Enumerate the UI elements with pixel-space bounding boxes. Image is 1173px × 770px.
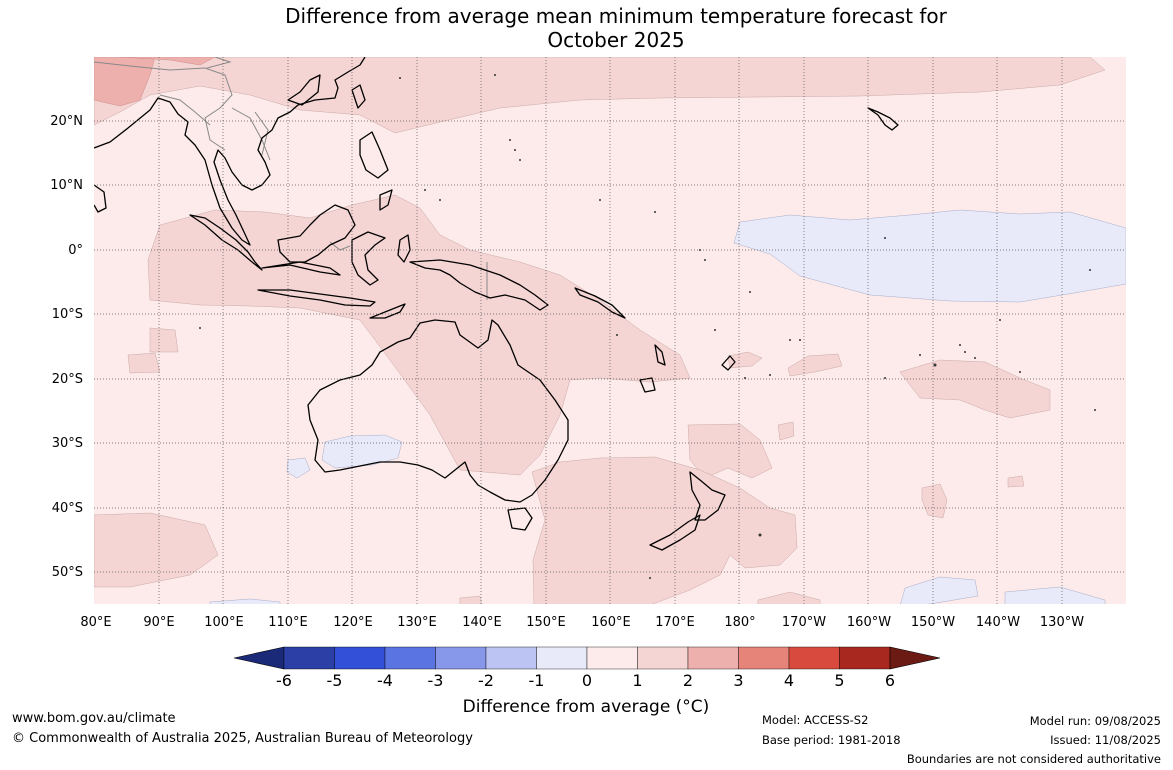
forecast-map: 20°N 10°N 0° 10°S 20°S 30°S 40°S 50°S 80… xyxy=(50,57,1126,630)
footer-model: Model: ACCESS-S2 xyxy=(762,713,869,727)
colorbar-tick-label: 1 xyxy=(632,671,642,690)
lat-label-10s: 10°S xyxy=(52,307,83,322)
colorbar-tick-label: -1 xyxy=(529,671,545,690)
colorbar-tick-label: -2 xyxy=(478,671,494,690)
lon-label-120e: 120°E xyxy=(333,615,373,630)
footer-url[interactable]: www.bom.gov.au/climate xyxy=(12,711,176,726)
lat-label-30s: 30°S xyxy=(52,436,83,451)
colorbar-arrow-high xyxy=(889,646,941,670)
colorbar-segment xyxy=(839,646,891,670)
colorbar-segment xyxy=(637,646,689,670)
lon-label-160w: 160°W xyxy=(847,615,891,630)
chart-title: Difference from average mean minimum tem… xyxy=(0,4,1173,52)
lon-label-100e: 100°E xyxy=(204,615,244,630)
colorbar-segment xyxy=(738,646,790,670)
colorbar-segment xyxy=(485,646,537,670)
anomaly-regions-2-to-3 xyxy=(94,57,216,107)
colorbar-tick-label: 6 xyxy=(885,671,895,690)
anomaly-regions-0-to-minus-1 xyxy=(209,209,1126,604)
lon-label-160e: 160°E xyxy=(591,615,631,630)
lon-label-140e: 140°E xyxy=(462,615,502,630)
gridlines xyxy=(94,57,1126,604)
lat-label-10n: 10°N xyxy=(50,178,83,193)
footer-issued: Issued: 11/08/2025 xyxy=(1050,733,1161,747)
colorbar-tick-label: -5 xyxy=(327,671,343,690)
colorbar-segment xyxy=(536,646,588,670)
footer-disclaimer: Boundaries are not considered authoritat… xyxy=(906,752,1161,766)
lat-label-50s: 50°S xyxy=(52,565,83,580)
colorbar-segment xyxy=(384,646,436,670)
lon-label-130w: 130°W xyxy=(1040,615,1084,630)
lon-label-180: 180° xyxy=(724,615,755,630)
colorbar-tick-labels: -6 -5 -4 -3 -2 -1 0 1 2 3 4 5 6 xyxy=(276,671,895,690)
lat-label-20n: 20°N xyxy=(50,114,83,129)
colorbar-tick-label: 2 xyxy=(683,671,693,690)
colorbar-tick-label: 3 xyxy=(733,671,743,690)
longitude-labels: 80°E 90°E 100°E 110°E 120°E 130°E 140°E … xyxy=(80,615,1084,630)
colorbar-tick-label: 5 xyxy=(834,671,844,690)
title-line-1: Difference from average mean minimum tem… xyxy=(285,4,947,28)
colorbar-arrow-low xyxy=(233,646,285,670)
footer-copyright: © Commonwealth of Australia 2025, Austra… xyxy=(12,731,473,746)
footer-base-period: Base period: 1981-2018 xyxy=(762,733,901,747)
small-islands xyxy=(199,74,1096,579)
lon-label-150w: 150°W xyxy=(911,615,955,630)
lon-label-140w: 140°W xyxy=(976,615,1020,630)
lat-label-40s: 40°S xyxy=(52,501,83,516)
footer-model-run: Model run: 09/08/2025 xyxy=(1029,714,1161,728)
colorbar-segment xyxy=(788,646,840,670)
lon-label-170e: 170°E xyxy=(655,615,695,630)
lon-label-150e: 150°E xyxy=(526,615,566,630)
colorbar-tick-label: -4 xyxy=(377,671,393,690)
title-line-2: October 2025 xyxy=(547,28,685,52)
latitude-labels: 20°N 10°N 0° 10°S 20°S 30°S 40°S 50°S xyxy=(50,114,83,580)
lat-label-0: 0° xyxy=(68,243,83,258)
lon-label-90e: 90°E xyxy=(143,615,174,630)
lon-label-130e: 130°E xyxy=(397,615,437,630)
lon-label-80e: 80°E xyxy=(80,615,111,630)
colorbar-tick-label: 4 xyxy=(784,671,794,690)
colorbar-tick-label: 0 xyxy=(582,671,592,690)
lat-label-20s: 20°S xyxy=(52,372,83,387)
colorbar-tick-label: -6 xyxy=(276,671,292,690)
colorbar-segment xyxy=(586,646,638,670)
colorbar-tick-label: -3 xyxy=(428,671,444,690)
colorbar-segment xyxy=(687,646,739,670)
colorbar-label: Difference from average (°C) xyxy=(462,697,710,717)
colorbar-segment xyxy=(334,646,386,670)
coastlines xyxy=(94,57,899,551)
colorbar-segment xyxy=(435,646,487,670)
lon-label-170w: 170°W xyxy=(782,615,826,630)
lon-label-110e: 110°E xyxy=(268,615,308,630)
colorbar-segment xyxy=(283,646,335,670)
colorbar: -6 -5 -4 -3 -2 -1 0 1 2 3 4 5 6 xyxy=(233,646,941,690)
country-borders xyxy=(94,57,488,300)
colorbar-segments xyxy=(233,646,941,670)
